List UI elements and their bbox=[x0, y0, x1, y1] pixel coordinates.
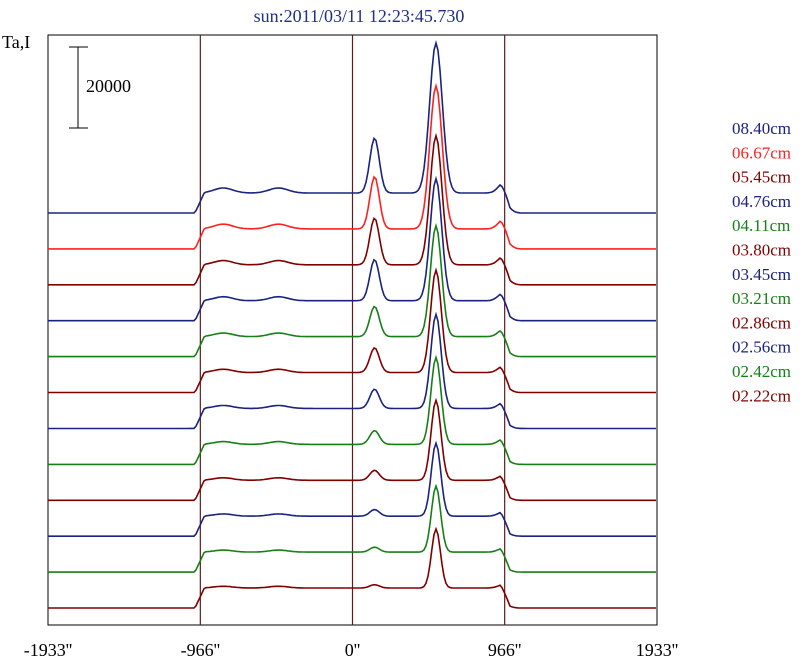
y-axis-label: Ta,I bbox=[2, 32, 30, 52]
legend-entry: 08.40cm bbox=[732, 119, 791, 138]
series-line-9 bbox=[48, 440, 656, 537]
legend-entry: 02.56cm bbox=[732, 338, 791, 357]
legend-entry: 05.45cm bbox=[732, 168, 791, 187]
series-line-2 bbox=[48, 132, 656, 286]
legend-entry: 03.80cm bbox=[732, 241, 791, 260]
x-tick-label: -1933'' bbox=[24, 640, 72, 660]
legend-entry: 03.21cm bbox=[732, 289, 791, 308]
x-tick-label: 966'' bbox=[488, 640, 522, 660]
legend-entry: 06.67cm bbox=[732, 143, 791, 162]
series-line-1 bbox=[48, 82, 656, 250]
series-line-6 bbox=[48, 311, 656, 430]
x-tick-labels: -1933'' -966'' 0'' 966'' 1933'' bbox=[24, 640, 678, 660]
legend-entry: 02.42cm bbox=[732, 362, 791, 381]
legend-entry: 02.22cm bbox=[732, 386, 791, 405]
series-line-0 bbox=[48, 39, 656, 214]
x-tick-label: -966'' bbox=[181, 640, 220, 660]
series-line-8 bbox=[48, 397, 656, 502]
series-line-3 bbox=[48, 175, 656, 322]
legend-entry: 02.86cm bbox=[732, 313, 791, 332]
chart-title: sun:2011/03/11 12:23:45.730 bbox=[254, 6, 465, 26]
series-line-4 bbox=[48, 222, 656, 358]
legend-entry: 03.45cm bbox=[732, 265, 791, 284]
vertical-gridlines bbox=[199, 35, 506, 625]
legend-entry: 04.76cm bbox=[732, 192, 791, 211]
scale-bar-label: 20000 bbox=[86, 76, 131, 96]
series-line-5 bbox=[48, 267, 656, 394]
series-line-10 bbox=[48, 483, 656, 573]
x-tick-label: 1933'' bbox=[636, 640, 679, 660]
scale-bar: 20000 bbox=[69, 46, 131, 129]
series-group bbox=[48, 39, 656, 609]
legend-entry: 04.11cm bbox=[732, 216, 790, 235]
series-line-11 bbox=[48, 526, 656, 609]
legend: 08.40cm 06.67cm 05.45cm 04.76cm 04.11cm 03.80… bbox=[732, 119, 791, 405]
x-tick-label: 0'' bbox=[345, 640, 361, 660]
series-line-7 bbox=[48, 354, 656, 466]
